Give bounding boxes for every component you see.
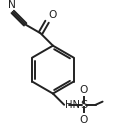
- Text: HN: HN: [65, 100, 80, 110]
- Text: N: N: [8, 0, 16, 10]
- Text: S: S: [80, 100, 87, 110]
- Text: O: O: [48, 11, 57, 21]
- Text: O: O: [80, 85, 88, 95]
- Text: O: O: [80, 115, 88, 125]
